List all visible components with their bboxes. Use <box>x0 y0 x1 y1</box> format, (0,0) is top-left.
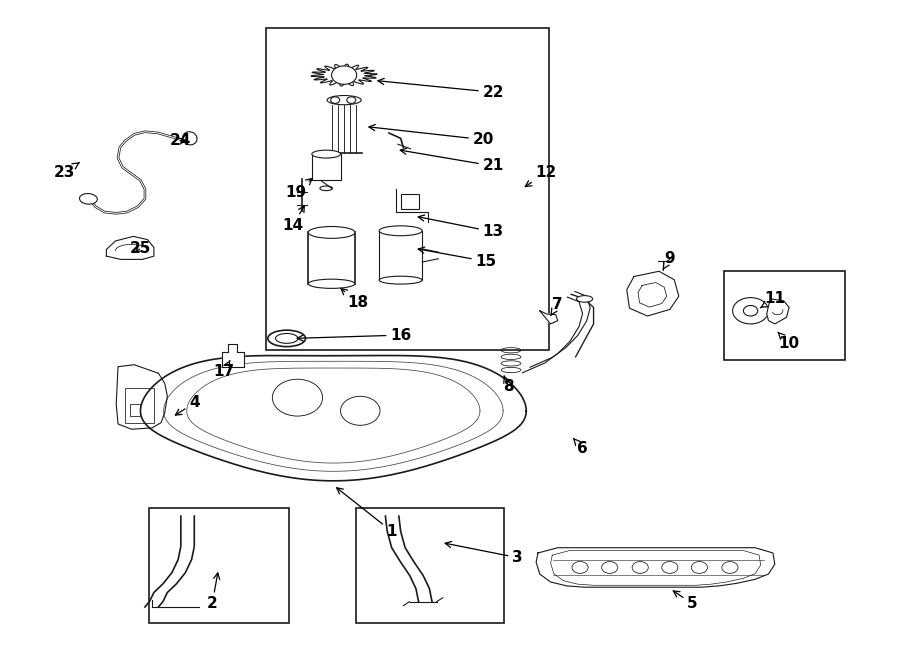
Ellipse shape <box>79 194 97 204</box>
Polygon shape <box>767 299 789 324</box>
Text: 8: 8 <box>503 376 514 394</box>
Bar <box>125 389 154 422</box>
Ellipse shape <box>379 226 422 236</box>
Text: 2: 2 <box>207 573 220 611</box>
Text: 19: 19 <box>285 178 312 200</box>
Ellipse shape <box>308 279 355 288</box>
Text: 20: 20 <box>369 124 494 147</box>
Bar <box>400 194 418 209</box>
Text: 22: 22 <box>378 79 504 100</box>
Circle shape <box>331 66 356 85</box>
Text: 17: 17 <box>213 360 235 379</box>
Text: 10: 10 <box>778 332 800 351</box>
Bar <box>379 231 422 280</box>
Bar <box>130 405 140 416</box>
Ellipse shape <box>379 276 422 284</box>
Text: 3: 3 <box>446 541 523 565</box>
Polygon shape <box>638 282 667 307</box>
Bar <box>266 28 549 350</box>
Bar <box>356 508 504 623</box>
Text: 7: 7 <box>551 297 563 316</box>
Ellipse shape <box>308 227 355 239</box>
Text: 24: 24 <box>170 134 192 149</box>
Text: 16: 16 <box>297 328 411 342</box>
Text: 25: 25 <box>130 241 151 256</box>
Ellipse shape <box>183 132 197 145</box>
Polygon shape <box>540 311 558 324</box>
Polygon shape <box>311 64 377 86</box>
Ellipse shape <box>268 330 305 346</box>
Polygon shape <box>116 365 167 429</box>
Text: 15: 15 <box>418 247 497 269</box>
Polygon shape <box>106 237 154 259</box>
Polygon shape <box>140 356 526 481</box>
Bar <box>311 154 340 180</box>
Text: 4: 4 <box>176 395 200 415</box>
Polygon shape <box>536 548 775 587</box>
Polygon shape <box>222 344 244 368</box>
Bar <box>724 271 845 360</box>
Text: 18: 18 <box>341 288 368 311</box>
Text: 11: 11 <box>760 292 786 308</box>
Text: 9: 9 <box>663 251 675 270</box>
Ellipse shape <box>577 295 593 302</box>
Text: 21: 21 <box>400 148 504 173</box>
Text: 13: 13 <box>418 215 504 239</box>
Ellipse shape <box>311 150 340 158</box>
Text: 12: 12 <box>526 165 556 186</box>
Text: 1: 1 <box>337 488 397 539</box>
Text: 14: 14 <box>283 206 304 233</box>
Bar <box>149 508 289 623</box>
Ellipse shape <box>327 96 361 104</box>
Text: 6: 6 <box>573 438 589 457</box>
Bar <box>308 233 355 284</box>
Text: 23: 23 <box>53 163 79 180</box>
Polygon shape <box>626 271 679 316</box>
Text: 5: 5 <box>673 591 698 611</box>
